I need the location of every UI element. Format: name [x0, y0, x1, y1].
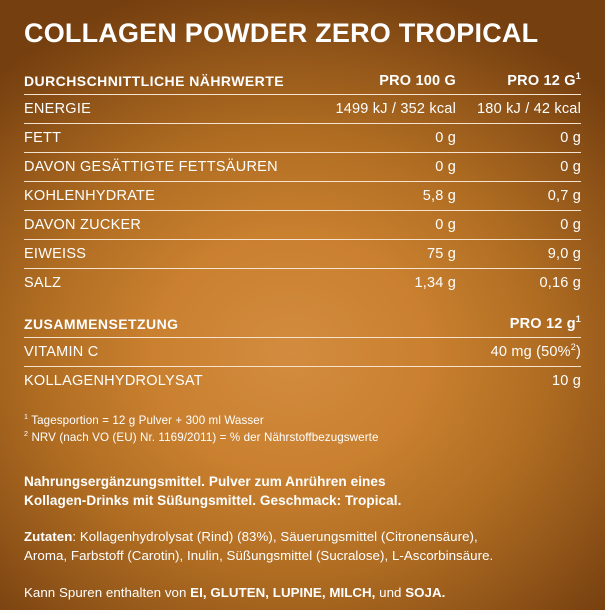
composition-header-row: ZUSAMMENSETZUNG PRO 12 g1	[24, 311, 581, 338]
footnotes: 1 Tagesportion = 12 g Pulver + 300 ml Wa…	[24, 413, 581, 447]
allergens-middle: und	[375, 585, 406, 601]
row-label: KOLLAGENHYDROLYSAT	[24, 366, 304, 395]
row-value-per-portion: 9,0 g	[456, 239, 581, 269]
row-value-per-100g: 5,8 g	[304, 181, 456, 211]
composition-header-col1	[304, 311, 456, 338]
row-value-per-100g: 0 g	[304, 210, 456, 240]
row-value-per-portion: 0 g	[456, 123, 581, 153]
row-label: ENERGIE	[24, 94, 304, 124]
row-label: VITAMIN C	[24, 337, 304, 367]
ingredients-line-2: Aroma, Farbstoff (Carotin), Inulin, Süßu…	[24, 548, 494, 564]
row-value-per-100g	[304, 366, 456, 395]
row-label-sub: DAVON GESÄTTIGTE FETTSÄUREN	[24, 152, 304, 182]
product-statement-line-2: Kollagen-Drinks mit Süßungsmittel. Gesch…	[24, 492, 402, 508]
table-header-col2: PRO 12 G1	[456, 68, 581, 95]
section-spacer	[24, 297, 581, 311]
page-title: COLLAGEN POWDER ZERO TROPICAL	[24, 18, 539, 48]
table-row: EIWEISS 75 g 9,0 g	[24, 239, 581, 269]
row-value-per-portion: 0 g	[456, 152, 581, 182]
table-header-col1: PRO 100 G	[379, 72, 456, 89]
row-value-per-portion: 0,7 g	[456, 181, 581, 211]
footnote-marker: 1	[24, 412, 29, 422]
composition-header-col2-footnote-marker: 1	[575, 313, 581, 324]
row-value-per-100g	[304, 337, 456, 367]
table-header-label: DURCHSCHNITTLICHE NÄHRWERTE	[24, 73, 284, 89]
row-value-per-100g: 0 g	[304, 123, 456, 153]
row-value-per-100g: 1499 kJ / 352 kcal	[304, 94, 456, 124]
footnote-marker: 2	[24, 429, 29, 439]
table-row: DAVON ZUCKER 0 g 0 g	[24, 210, 581, 240]
ingredients-label: Zutaten	[24, 529, 73, 545]
product-statement-line-1: Nahrungsergänzungsmittel. Pulver zum Anr…	[24, 473, 386, 489]
row-label: SALZ	[24, 268, 304, 297]
product-statement: Nahrungsergänzungsmittel. Pulver zum Anr…	[24, 473, 581, 511]
footnote-item: 2 NRV (nach VO (EU) Nr. 1169/2011) = % d…	[24, 430, 581, 447]
table-header-col2-text: PRO 12 G	[507, 72, 576, 89]
nutrition-table: DURCHSCHNITTLICHE NÄHRWERTE PRO 100 G PR…	[24, 68, 581, 395]
row-value-per-portion: 0 g	[456, 210, 581, 240]
ingredients-line-1: Zutaten: Kollagenhydrolysat (Rind) (83%)…	[24, 528, 581, 547]
table-row: VITAMIN C 40 mg (50%2)	[24, 337, 581, 367]
nutrition-table-body: DURCHSCHNITTLICHE NÄHRWERTE PRO 100 G PR…	[24, 68, 581, 395]
table-header-col2-footnote-marker: 1	[575, 70, 581, 81]
allergens-block: Kann Spuren enthalten von EI, GLUTEN, LU…	[24, 584, 581, 603]
row-value-text: 10 g	[551, 372, 581, 389]
table-row: SALZ 1,34 g 0,16 g	[24, 268, 581, 297]
allergens-prefix: Kann Spuren enthalten von	[24, 585, 191, 601]
row-value-tail: )	[575, 343, 581, 360]
table-row: KOHLENHYDRATE 5,8 g 0,7 g	[24, 181, 581, 211]
ingredients-block: Zutaten: Kollagenhydrolysat (Rind) (83%)…	[24, 528, 581, 566]
row-value-per-portion: 40 mg (50%2)	[456, 337, 581, 367]
row-value-per-portion: 0,16 g	[456, 268, 581, 297]
footnote-text: Tagesportion = 12 g Pulver + 300 ml Wass…	[31, 414, 264, 427]
row-value-per-100g: 0 g	[304, 152, 456, 182]
row-value-per-portion: 10 g	[456, 366, 581, 395]
allergens-list: EI, GLUTEN, LUPINE, MILCH,	[190, 585, 376, 601]
composition-header-label: ZUSAMMENSETZUNG	[24, 316, 179, 332]
row-label: KOHLENHYDRATE	[24, 181, 304, 211]
row-label-sub: DAVON ZUCKER	[24, 210, 304, 240]
row-value-per-100g: 75 g	[304, 239, 456, 269]
row-value-per-100g: 1,34 g	[304, 268, 456, 297]
row-label: FETT	[24, 123, 304, 153]
table-row: DAVON GESÄTTIGTE FETTSÄUREN 0 g 0 g	[24, 152, 581, 182]
allergens-last: SOJA.	[405, 585, 446, 601]
table-row: KOLLAGENHYDROLYSAT 10 g	[24, 366, 581, 395]
allergens-line: Kann Spuren enthalten von EI, GLUTEN, LU…	[24, 584, 581, 603]
row-value-per-portion: 180 kJ / 42 kcal	[456, 94, 581, 124]
table-row: FETT 0 g 0 g	[24, 123, 581, 153]
footnote-item: 1 Tagesportion = 12 g Pulver + 300 ml Wa…	[24, 413, 581, 430]
footnote-text: NRV (nach VO (EU) Nr. 1169/2011) = % der…	[31, 430, 379, 444]
table-row: ENERGIE 1499 kJ / 352 kcal 180 kJ / 42 k…	[24, 94, 581, 124]
table-header-row: DURCHSCHNITTLICHE NÄHRWERTE PRO 100 G PR…	[24, 68, 581, 95]
row-label: EIWEISS	[24, 239, 304, 269]
row-value-footnote-marker: 2	[570, 341, 576, 352]
composition-header-col2-text: PRO 12 g	[509, 315, 576, 332]
ingredients-line-1-rest: : Kollagenhydrolysat (Rind) (83%), Säuer…	[72, 529, 478, 545]
row-value-text: 40 mg (50%	[490, 343, 571, 360]
composition-header-col2: PRO 12 g1	[456, 311, 581, 338]
